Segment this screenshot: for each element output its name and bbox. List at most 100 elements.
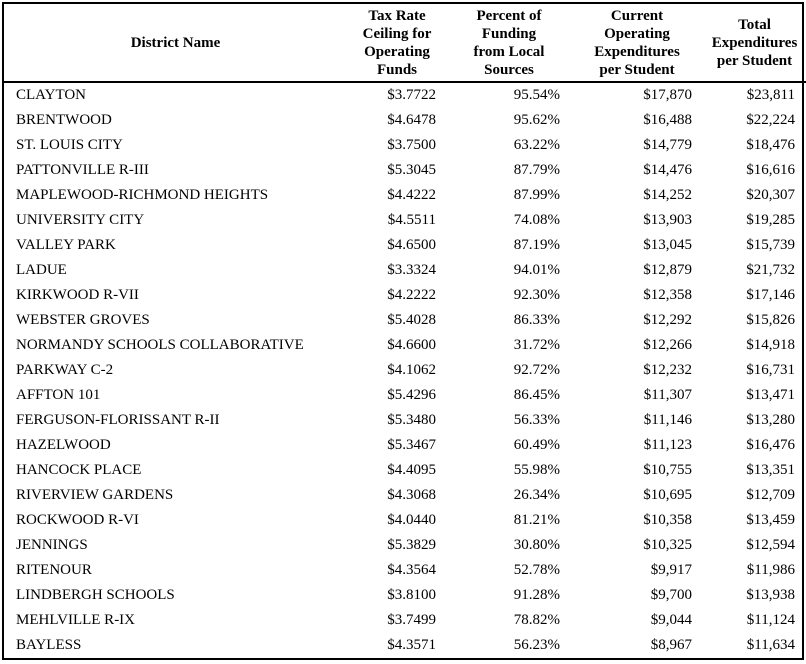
table-row: MAPLEWOOD-RICHMOND HEIGHTS $4.4222 87.99% $… <box>4 182 806 207</box>
cell-pct-local-funding: 52.78% <box>513 562 560 579</box>
cell-total-exp-per-student: $15,826 <box>746 311 795 328</box>
cell-pct-local-funding: 92.72% <box>513 361 560 378</box>
cell-current-operating-exp-per-student: $9,044 <box>650 612 692 629</box>
cell-tax-rate-ceiling: $4.2222 <box>387 286 436 303</box>
cell-current-operating-exp-per-student: $17,870 <box>643 87 692 104</box>
cell-current-operating-exp-per-student: $10,325 <box>643 537 692 554</box>
cell-tax-rate-ceiling: $4.6500 <box>387 236 436 253</box>
cell-total-exp-per-student: $20,307 <box>746 186 795 203</box>
table-row: RITENOUR $4.3564 52.78% $9,917 $11,986 <box>4 558 806 583</box>
cell-total-exp-per-student: $11,124 <box>746 612 795 629</box>
cell-total-exp-per-student: $16,616 <box>746 161 795 178</box>
cell-tax-rate-ceiling: $4.3068 <box>387 487 436 504</box>
cell-pct-local-funding: 86.33% <box>513 311 560 328</box>
table-row: FERGUSON-FLORISSANT R-II $5.3480 56.33% $11… <box>4 407 806 432</box>
cell-total-exp-per-student: $13,471 <box>746 386 795 403</box>
cell-district: LADUE <box>16 261 67 278</box>
cell-district: PATTONVILLE R-III <box>16 161 149 178</box>
cell-district: MEHLVILLE R-IX <box>16 612 136 629</box>
cell-total-exp-per-student: $12,594 <box>746 537 795 554</box>
cell-pct-local-funding: 87.99% <box>513 186 560 203</box>
cell-district: CLAYTON <box>16 87 87 104</box>
cell-total-exp-per-student: $13,280 <box>746 411 795 428</box>
table-row: WEBSTER GROVES $5.4028 86.33% $12,292 $15,82… <box>4 307 806 332</box>
cell-district: RIVERVIEW GARDENS <box>16 487 174 504</box>
cell-current-operating-exp-per-student: $12,879 <box>643 261 692 278</box>
cell-total-exp-per-student: $14,918 <box>746 336 795 353</box>
table-row: BRENTWOOD $4.6478 95.62% $16,488 $22,224 <box>4 107 806 132</box>
cell-pct-local-funding: 74.08% <box>513 211 560 228</box>
cell-district: AFFTON 101 <box>16 386 101 403</box>
cell-pct-local-funding: 63.22% <box>513 136 560 153</box>
cell-pct-local-funding: 94.01% <box>513 261 560 278</box>
cell-pct-local-funding: 56.23% <box>513 637 560 654</box>
cell-district: MAPLEWOOD-RICHMOND HEIGHTS <box>16 186 269 203</box>
cell-pct-local-funding: 30.80% <box>513 537 560 554</box>
cell-current-operating-exp-per-student: $10,695 <box>643 487 692 504</box>
cell-total-exp-per-student: $16,731 <box>746 361 795 378</box>
cell-total-exp-per-student: $18,476 <box>746 136 795 153</box>
table-row: CLAYTON $3.7722 95.54% $17,870 $23,811 <box>4 82 806 107</box>
cell-current-operating-exp-per-student: $11,307 <box>643 386 692 403</box>
table-row: UNIVERSITY CITY $4.5511 74.08% $13,903 $19,2… <box>4 207 806 232</box>
cell-tax-rate-ceiling: $4.6600 <box>387 336 436 353</box>
table-row: LADUE $3.3324 94.01% $12,879 $21,732 <box>4 257 806 282</box>
table-row: MEHLVILLE R-IX $3.7499 78.82% $9,044 $11,124 <box>4 608 806 633</box>
cell-district: KIRKWOOD R-VII <box>16 286 139 303</box>
cell-pct-local-funding: 78.82% <box>513 612 560 629</box>
table-row: KIRKWOOD R-VII $4.2222 92.30% $12,358 $17,14… <box>4 282 806 307</box>
table-row: JENNINGS $5.3829 30.80% $10,325 $12,594 <box>4 533 806 558</box>
cell-tax-rate-ceiling: $3.8100 <box>387 587 436 604</box>
table-row: ST. LOUIS CITY $3.7500 63.22% $14,779 $18,47… <box>4 132 806 157</box>
cell-current-operating-exp-per-student: $12,292 <box>643 311 692 328</box>
column-header-total-expenditures: Total Expenditures per Student <box>703 4 806 83</box>
cell-pct-local-funding: 86.45% <box>513 386 560 403</box>
cell-total-exp-per-student: $13,938 <box>746 587 795 604</box>
cell-total-exp-per-student: $15,739 <box>746 236 795 253</box>
cell-tax-rate-ceiling: $4.4095 <box>387 461 436 478</box>
cell-pct-local-funding: 92.30% <box>513 286 560 303</box>
table-header: District Name Tax Rate Ceiling for Opera… <box>4 4 806 83</box>
cell-pct-local-funding: 91.28% <box>513 587 560 604</box>
table-body: CLAYTON $3.7722 95.54% $17,870 $23,811 BRENTW… <box>4 82 806 658</box>
cell-tax-rate-ceiling: $4.1062 <box>387 361 436 378</box>
cell-current-operating-exp-per-student: $8,967 <box>650 637 692 654</box>
cell-tax-rate-ceiling: $5.4028 <box>387 311 436 328</box>
cell-tax-rate-ceiling: $4.4222 <box>387 186 436 203</box>
cell-district: PARKWAY C-2 <box>16 361 114 378</box>
table-row: ROCKWOOD R-VI $4.0440 81.21% $10,358 $13,459 <box>4 508 806 533</box>
cell-tax-rate-ceiling: $5.3045 <box>387 161 436 178</box>
cell-pct-local-funding: 55.98% <box>513 461 560 478</box>
district-funding-table: District Name Tax Rate Ceiling for Opera… <box>4 4 806 658</box>
cell-district: UNIVERSITY CITY <box>16 211 145 228</box>
cell-pct-local-funding: 95.54% <box>513 87 560 104</box>
cell-total-exp-per-student: $12,709 <box>746 487 795 504</box>
cell-total-exp-per-student: $23,811 <box>746 87 795 104</box>
cell-current-operating-exp-per-student: $12,232 <box>643 361 692 378</box>
cell-pct-local-funding: 81.21% <box>513 512 560 529</box>
column-header-district-name: District Name <box>4 4 347 83</box>
cell-pct-local-funding: 56.33% <box>513 411 560 428</box>
cell-district: RITENOUR <box>16 562 92 579</box>
cell-pct-local-funding: 60.49% <box>513 436 560 453</box>
cell-tax-rate-ceiling: $3.7722 <box>387 87 436 104</box>
cell-district: ROCKWOOD R-VI <box>16 512 139 529</box>
cell-current-operating-exp-per-student: $16,488 <box>643 111 692 128</box>
table-row: HANCOCK PLACE $4.4095 55.98% $10,755 $13,351 <box>4 457 806 482</box>
cell-pct-local-funding: 26.34% <box>513 487 560 504</box>
cell-district: FERGUSON-FLORISSANT R-II <box>16 411 220 428</box>
cell-tax-rate-ceiling: $4.0440 <box>387 512 436 529</box>
cell-total-exp-per-student: $17,146 <box>746 286 795 303</box>
table-row: RIVERVIEW GARDENS $4.3068 26.34% $10,695 $12… <box>4 483 806 508</box>
cell-current-operating-exp-per-student: $9,917 <box>650 562 692 579</box>
table-row: LINDBERGH SCHOOLS $3.8100 91.28% $9,700 $13,… <box>4 583 806 608</box>
cell-total-exp-per-student: $22,224 <box>746 111 795 128</box>
cell-current-operating-exp-per-student: $11,146 <box>643 411 692 428</box>
cell-current-operating-exp-per-student: $9,700 <box>650 587 692 604</box>
column-header-percent-local-funding: Percent of Funding from Local Sources <box>447 4 571 83</box>
column-header-tax-rate-ceiling: Tax Rate Ceiling for Operating Funds <box>347 4 447 83</box>
cell-total-exp-per-student: $16,476 <box>746 436 795 453</box>
cell-current-operating-exp-per-student: $12,358 <box>643 286 692 303</box>
cell-tax-rate-ceiling: $4.3571 <box>387 637 436 654</box>
